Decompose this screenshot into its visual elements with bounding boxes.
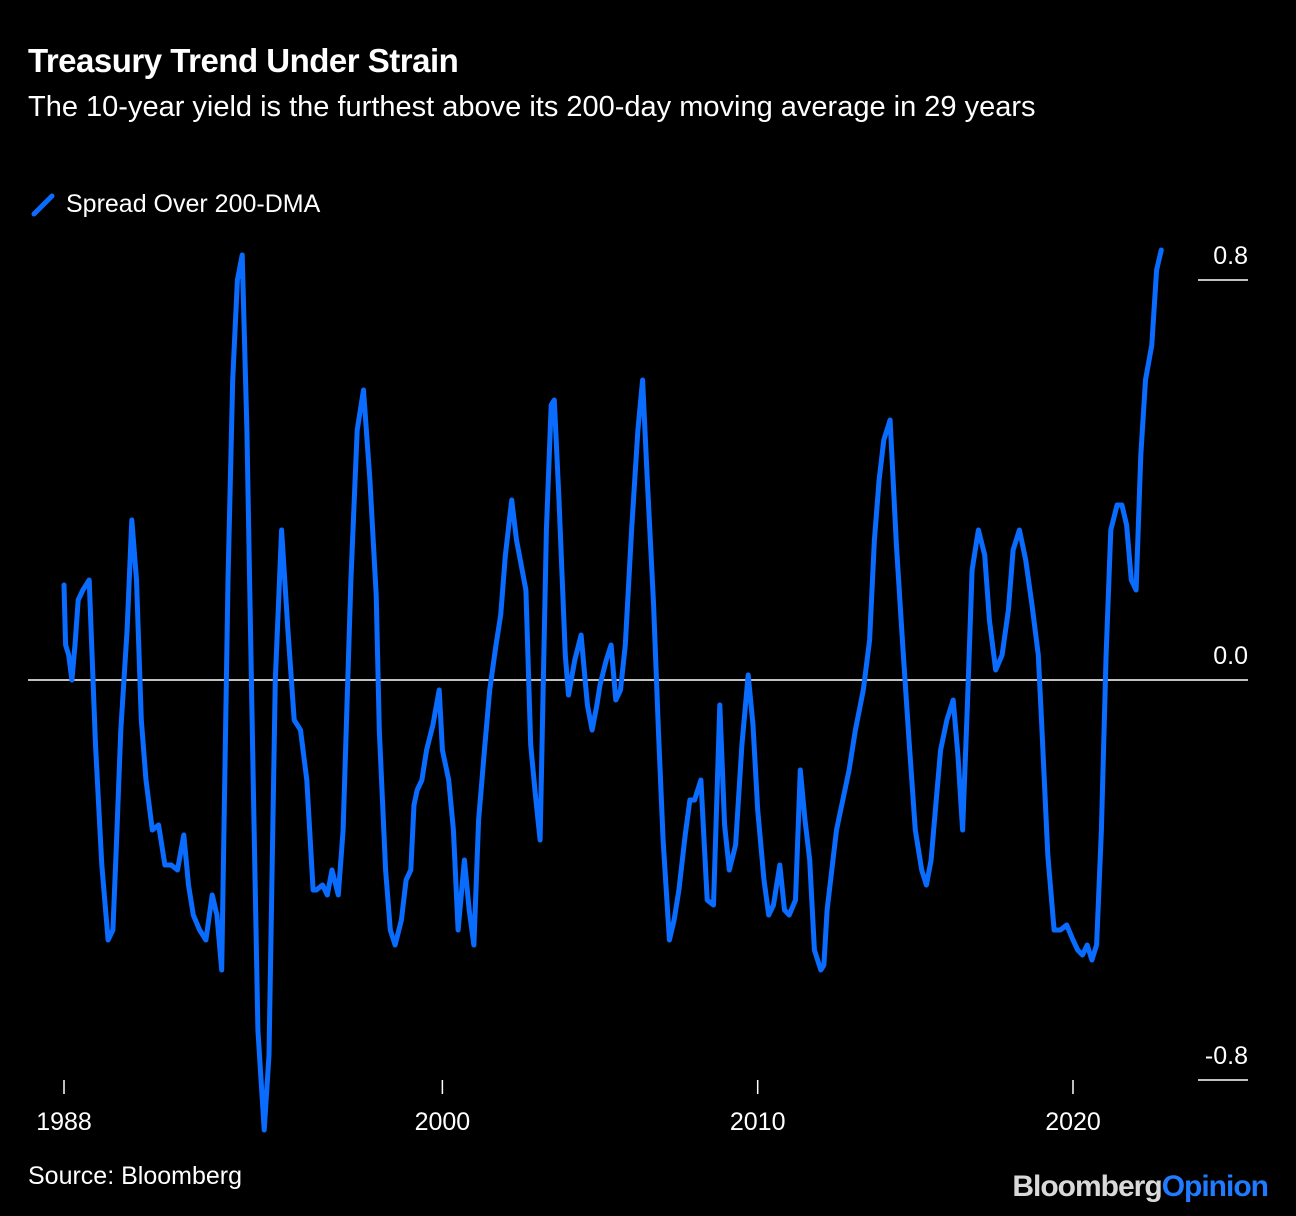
chart-subtitle: The 10-year yield is the furthest above … <box>28 91 1036 123</box>
brand-primary: Bloomberg <box>1012 1170 1162 1203</box>
brand-secondary: Opinion <box>1161 1170 1269 1203</box>
legend-label: Spread Over 200-DMA <box>66 190 321 218</box>
x-tick-label: 2020 <box>1045 1108 1101 1136</box>
y-tick-label: -0.8 <box>1205 1042 1248 1070</box>
series-line <box>61 247 1164 1133</box>
brand-logo: BloombergOpinion <box>1012 1170 1269 1204</box>
x-tick-label: 2000 <box>415 1108 471 1136</box>
y-tick-label: 0.0 <box>1213 642 1248 670</box>
source-note: Source: Bloomberg <box>28 1162 243 1190</box>
x-tick-label: 2010 <box>730 1108 786 1136</box>
chart-title: Treasury Trend Under Strain <box>28 42 459 79</box>
legend: Spread Over 200-DMA <box>30 190 320 219</box>
x-tick-label: 1988 <box>36 1108 92 1136</box>
y-tick-label: 0.8 <box>1213 242 1248 270</box>
legend-swatch-icon <box>31 193 55 216</box>
